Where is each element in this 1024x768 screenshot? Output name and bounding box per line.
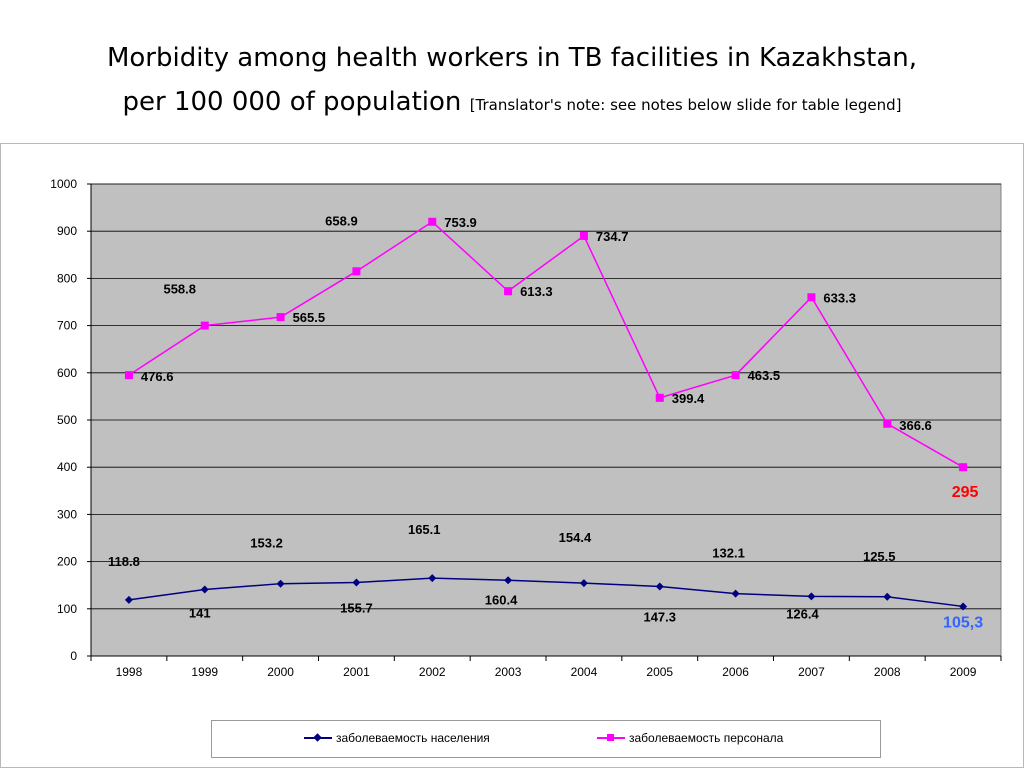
translator-note: [Translator's note: see notes below slid… bbox=[469, 96, 902, 114]
x-tick-label: 2004 bbox=[571, 665, 598, 679]
population-point bbox=[655, 582, 664, 591]
legend-label-staff: заболеваемость персонала bbox=[629, 731, 784, 745]
y-tick-label: 100 bbox=[57, 602, 77, 616]
staff-point bbox=[124, 371, 133, 380]
staff-point bbox=[276, 313, 285, 322]
population-data-label: 118.8 bbox=[108, 554, 140, 569]
staff-data-label: 476.6 bbox=[141, 369, 174, 384]
population-point bbox=[428, 574, 437, 583]
population-point bbox=[883, 592, 892, 601]
staff-point bbox=[504, 287, 513, 296]
population-data-label: 147.3 bbox=[643, 609, 676, 624]
population-point bbox=[807, 592, 816, 601]
x-tick-label: 2002 bbox=[419, 665, 446, 679]
title-line-2: per 100 000 of population [Translator's … bbox=[0, 80, 1024, 127]
staff-point bbox=[807, 293, 816, 302]
population-point bbox=[352, 578, 361, 587]
x-tick-label: 2009 bbox=[950, 665, 977, 679]
x-tick-label: 2006 bbox=[722, 665, 749, 679]
population-data-label: 153.2 bbox=[250, 536, 283, 551]
y-tick-label: 400 bbox=[57, 460, 77, 474]
staff-data-label: 753.9 bbox=[444, 215, 477, 230]
legend-item-population: заболеваемость населения bbox=[304, 731, 490, 745]
population-data-label: 155.7 bbox=[340, 601, 373, 616]
staff-point bbox=[428, 217, 437, 226]
x-tick-label: 2003 bbox=[495, 665, 522, 679]
x-tick-label: 2005 bbox=[646, 665, 673, 679]
staff-point bbox=[731, 371, 740, 380]
population-data-label: 160.4 bbox=[485, 592, 518, 607]
staff-data-label: 366.6 bbox=[899, 418, 932, 433]
square-marker-icon bbox=[607, 734, 614, 741]
legend-item-staff: заболеваемость персонала bbox=[597, 731, 783, 745]
staff-data-label: 565.5 bbox=[293, 310, 326, 325]
y-tick-label: 700 bbox=[57, 319, 77, 333]
population-point bbox=[504, 576, 513, 585]
staff-data-label: 295 bbox=[952, 484, 979, 501]
y-tick-label: 300 bbox=[57, 507, 77, 521]
series-line-0 bbox=[128, 577, 964, 608]
population-point bbox=[276, 579, 285, 588]
title-main-text: per 100 000 of population bbox=[122, 87, 462, 117]
x-tick-label: 2001 bbox=[343, 665, 370, 679]
legend-swatch-population bbox=[304, 733, 332, 742]
y-tick-label: 900 bbox=[57, 224, 77, 238]
staff-data-label: 658.9 bbox=[325, 213, 358, 228]
staff-data-label: 613.3 bbox=[520, 284, 553, 299]
staff-point bbox=[200, 321, 209, 330]
x-tick-label: 2007 bbox=[798, 665, 825, 679]
population-data-label: 154.4 bbox=[559, 530, 592, 545]
population-point bbox=[200, 585, 209, 594]
population-point bbox=[731, 589, 740, 598]
population-data-label: 125.5 bbox=[863, 549, 896, 564]
x-tick-label: 1999 bbox=[191, 665, 218, 679]
staff-point bbox=[959, 463, 968, 472]
x-tick-label: 1998 bbox=[116, 665, 143, 679]
staff-data-label: 633.3 bbox=[823, 290, 856, 305]
series-line-1 bbox=[128, 220, 964, 468]
staff-data-label: 558.8 bbox=[163, 282, 196, 297]
staff-point bbox=[352, 267, 361, 276]
population-data-label: 165.1 bbox=[408, 522, 441, 537]
y-tick-label: 1000 bbox=[50, 177, 77, 191]
legend-swatch-staff bbox=[597, 734, 625, 741]
y-tick-label: 800 bbox=[57, 271, 77, 285]
diamond-marker-icon bbox=[313, 733, 322, 742]
staff-point bbox=[579, 231, 588, 240]
chart-legend: заболеваемость населения заболеваемость … bbox=[211, 720, 881, 758]
population-point bbox=[579, 579, 588, 588]
population-point bbox=[124, 595, 133, 604]
y-tick-label: 200 bbox=[57, 555, 77, 569]
staff-point bbox=[655, 393, 664, 402]
population-point bbox=[959, 602, 968, 611]
x-tick-label: 2008 bbox=[874, 665, 901, 679]
slide-title: Morbidity among health workers in TB fac… bbox=[0, 36, 1024, 127]
staff-data-label: 463.5 bbox=[748, 368, 781, 383]
staff-data-label: 734.7 bbox=[596, 229, 629, 244]
staff-data-label: 399.4 bbox=[672, 391, 705, 406]
x-tick-label: 2000 bbox=[267, 665, 294, 679]
y-tick-label: 600 bbox=[57, 366, 77, 380]
population-data-label: 141 bbox=[189, 605, 211, 620]
population-data-label: 132.1 bbox=[712, 546, 745, 561]
population-data-label: 105,3 bbox=[943, 614, 983, 631]
y-tick-label: 0 bbox=[70, 649, 77, 663]
title-line-1: Morbidity among health workers in TB fac… bbox=[106, 43, 918, 73]
staff-point bbox=[883, 419, 892, 428]
legend-label-population: заболеваемость населения bbox=[336, 731, 490, 745]
population-data-label: 126.4 bbox=[786, 606, 819, 621]
y-tick-label: 500 bbox=[57, 413, 77, 427]
